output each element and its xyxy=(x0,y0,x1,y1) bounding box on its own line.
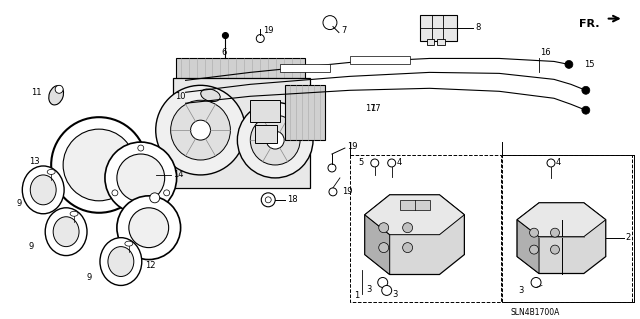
Text: 5: 5 xyxy=(359,159,367,167)
Circle shape xyxy=(51,117,147,213)
Polygon shape xyxy=(365,195,465,235)
Text: 15: 15 xyxy=(584,60,595,69)
Circle shape xyxy=(531,278,541,287)
Text: 19: 19 xyxy=(263,26,274,35)
Circle shape xyxy=(529,228,538,237)
Polygon shape xyxy=(365,195,465,274)
Text: 19: 19 xyxy=(347,142,357,151)
Circle shape xyxy=(117,196,180,260)
Ellipse shape xyxy=(47,169,55,174)
Text: 19: 19 xyxy=(342,187,353,197)
Circle shape xyxy=(105,142,177,214)
Text: 14: 14 xyxy=(173,170,183,179)
Polygon shape xyxy=(517,220,539,273)
Text: 8: 8 xyxy=(476,23,481,32)
Circle shape xyxy=(156,85,245,175)
Ellipse shape xyxy=(22,166,64,214)
Text: 16: 16 xyxy=(540,48,550,57)
Ellipse shape xyxy=(45,208,87,256)
Polygon shape xyxy=(365,215,390,274)
Bar xyxy=(426,39,435,45)
Text: 18: 18 xyxy=(287,195,298,204)
Text: 9: 9 xyxy=(16,199,21,208)
Circle shape xyxy=(129,208,169,248)
Circle shape xyxy=(265,197,271,203)
Circle shape xyxy=(550,245,559,254)
Circle shape xyxy=(403,223,413,233)
Circle shape xyxy=(378,278,388,287)
Bar xyxy=(250,100,280,122)
Circle shape xyxy=(55,85,63,93)
Text: 10: 10 xyxy=(175,92,186,101)
Circle shape xyxy=(403,243,413,253)
Bar xyxy=(285,85,325,140)
Text: 2: 2 xyxy=(626,233,631,242)
Text: 4: 4 xyxy=(397,159,402,167)
Bar xyxy=(420,15,458,41)
Circle shape xyxy=(582,86,590,94)
Circle shape xyxy=(112,190,118,196)
Circle shape xyxy=(164,190,170,196)
Ellipse shape xyxy=(125,241,133,246)
Text: 9: 9 xyxy=(29,242,35,251)
Text: 12: 12 xyxy=(145,261,156,270)
Text: FR.: FR. xyxy=(579,19,600,29)
Circle shape xyxy=(171,100,230,160)
Text: 11: 11 xyxy=(31,88,41,97)
Circle shape xyxy=(565,60,573,68)
Bar xyxy=(255,125,277,143)
Circle shape xyxy=(547,159,555,167)
Ellipse shape xyxy=(108,247,134,277)
Circle shape xyxy=(256,34,264,42)
Text: 13: 13 xyxy=(29,158,39,167)
Polygon shape xyxy=(517,203,605,237)
Ellipse shape xyxy=(201,89,220,101)
Circle shape xyxy=(329,188,337,196)
Circle shape xyxy=(529,245,538,254)
Circle shape xyxy=(150,193,160,203)
Text: 17: 17 xyxy=(365,104,376,113)
Ellipse shape xyxy=(53,217,79,247)
Circle shape xyxy=(266,131,284,149)
Ellipse shape xyxy=(70,211,78,216)
Circle shape xyxy=(582,106,590,114)
Text: 4: 4 xyxy=(556,159,561,167)
Circle shape xyxy=(381,286,392,295)
Text: 3: 3 xyxy=(393,290,398,299)
Text: 3: 3 xyxy=(367,285,375,294)
Bar xyxy=(502,155,632,302)
Text: 6: 6 xyxy=(221,48,227,57)
Circle shape xyxy=(388,159,396,167)
Circle shape xyxy=(328,164,336,172)
Circle shape xyxy=(63,129,135,201)
Circle shape xyxy=(138,145,144,151)
Circle shape xyxy=(371,159,379,167)
Circle shape xyxy=(223,33,228,39)
Circle shape xyxy=(191,120,211,140)
Bar xyxy=(350,155,501,302)
Text: 17: 17 xyxy=(370,104,380,113)
Circle shape xyxy=(250,115,300,165)
Text: 7: 7 xyxy=(341,26,346,35)
Circle shape xyxy=(379,243,388,253)
Bar xyxy=(175,58,305,80)
Circle shape xyxy=(379,223,388,233)
Bar xyxy=(438,39,445,45)
Text: 1: 1 xyxy=(355,291,360,300)
Text: 9: 9 xyxy=(86,273,92,282)
Ellipse shape xyxy=(100,238,142,286)
FancyBboxPatch shape xyxy=(280,64,330,72)
Text: SLN4B1700A: SLN4B1700A xyxy=(510,308,560,317)
Bar xyxy=(399,200,429,210)
Ellipse shape xyxy=(49,85,63,105)
Polygon shape xyxy=(517,203,605,273)
Bar xyxy=(173,78,310,188)
Text: 3: 3 xyxy=(519,286,527,295)
Circle shape xyxy=(117,154,164,202)
FancyBboxPatch shape xyxy=(350,56,410,64)
Circle shape xyxy=(237,102,313,178)
Ellipse shape xyxy=(30,175,56,205)
Circle shape xyxy=(261,193,275,207)
Circle shape xyxy=(550,228,559,237)
